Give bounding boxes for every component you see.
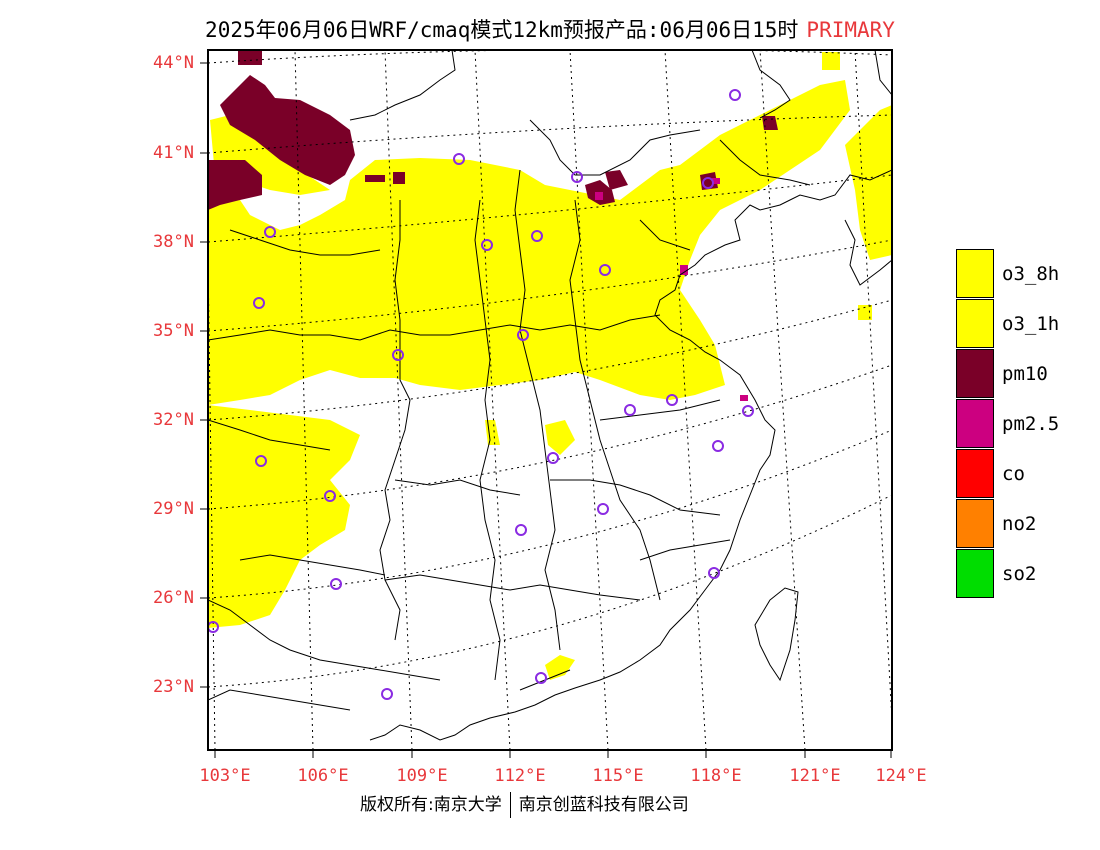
- coastline: [349, 50, 892, 741]
- station-marker: [547, 452, 559, 464]
- pm10-region-small-2: [393, 172, 405, 184]
- province-boundaries: [208, 119, 811, 711]
- pm10-region-hebei-2: [605, 170, 628, 190]
- map-frame: [207, 49, 893, 751]
- station-marker: [324, 490, 336, 502]
- o3-region-top: [822, 52, 840, 70]
- pm25-regions: [595, 178, 748, 401]
- legend-swatch: [956, 299, 994, 348]
- legend-item-so2: so2: [956, 549, 1100, 599]
- o3-region-northeast: [845, 105, 892, 260]
- pollutant-legend: o3_8h o3_1h pm10 pm2.5 co no2 so2: [956, 249, 1100, 599]
- pm10-region-small-1: [365, 175, 385, 182]
- legend-label: o3_8h: [1002, 263, 1060, 285]
- primary-label: PRIMARY: [806, 18, 895, 42]
- station-marker: [531, 230, 543, 242]
- lat-label-32: 32°N: [153, 410, 194, 430]
- legend-label: pm2.5: [1002, 413, 1060, 435]
- station-marker: [255, 455, 267, 467]
- station-marker: [253, 297, 265, 309]
- copyright-left: 版权所有:南京大学: [360, 795, 502, 815]
- axis-ticks: [200, 62, 892, 758]
- pm25-region-4: [712, 178, 720, 184]
- lat-label-26: 26°N: [153, 588, 194, 608]
- legend-item-no2: no2: [956, 499, 1100, 549]
- lon-label-103: 103°E: [199, 766, 251, 786]
- legend-swatch: [956, 399, 994, 448]
- copyright-separator: [509, 792, 511, 818]
- map-title: 2025年06月06日WRF/cmaq模式12km预报产品:06月06日15时 P…: [0, 14, 1100, 44]
- legend-item-o3-1h: o3_1h: [956, 299, 1100, 349]
- copyright-right: 南京创蓝科技有限公司: [518, 795, 689, 815]
- legend-swatch: [956, 499, 994, 548]
- station-marker: [666, 394, 678, 406]
- title-text: 2025年06月06日WRF/cmaq模式12km预报产品:06月06日15时: [205, 18, 799, 42]
- pm25-region-1: [595, 192, 603, 200]
- station-marker: [330, 578, 342, 590]
- legend-label: so2: [1002, 563, 1037, 585]
- station-marker: [702, 177, 714, 189]
- station-marker: [381, 688, 393, 700]
- station-marker: [742, 405, 754, 417]
- lon-label-109: 109°E: [396, 766, 448, 786]
- legend-label: co: [1002, 463, 1025, 485]
- legend-label: pm10: [1002, 363, 1048, 385]
- legend-label: no2: [1002, 513, 1037, 535]
- station-marker: [208, 621, 219, 633]
- station-marker: [481, 239, 493, 251]
- lon-label-115: 115°E: [592, 766, 644, 786]
- pm25-region-2: [680, 265, 688, 275]
- legend-label: o3_1h: [1002, 313, 1060, 335]
- station-marker: [597, 503, 609, 515]
- station-marker: [599, 264, 611, 276]
- lon-label-121: 121°E: [789, 766, 841, 786]
- lon-label-106: 106°E: [297, 766, 349, 786]
- station-marker: [708, 567, 720, 579]
- o3-region-shanghai: [858, 305, 872, 320]
- station-marker: [264, 226, 276, 238]
- legend-swatch: [956, 349, 994, 398]
- lat-label-29: 29°N: [153, 499, 194, 519]
- o3-regions: [208, 52, 892, 680]
- pm10-regions: [208, 50, 778, 210]
- copyright: 版权所有:南京大学 南京创蓝科技有限公司: [360, 790, 689, 818]
- o3-region-central-1: [545, 420, 575, 455]
- station-marker: [712, 440, 724, 452]
- o3-region-central-2: [485, 420, 500, 445]
- o3-region-sichuan: [208, 405, 360, 628]
- lat-label-35: 35°N: [153, 321, 194, 341]
- lat-label-38: 38°N: [153, 232, 194, 252]
- legend-item-co: co: [956, 449, 1100, 499]
- lon-label-124: 124°E: [875, 766, 927, 786]
- station-marker: [453, 153, 465, 165]
- station-marker: [392, 349, 404, 361]
- legend-item-pm10: pm10: [956, 349, 1100, 399]
- legend-item-pm25: pm2.5: [956, 399, 1100, 449]
- lat-label-41: 41°N: [153, 143, 194, 163]
- lon-label-118: 118°E: [690, 766, 742, 786]
- station-marker: [729, 89, 741, 101]
- station-marker: [517, 329, 529, 341]
- pm10-region-west: [208, 160, 262, 210]
- lat-label-44: 44°N: [153, 53, 194, 73]
- legend-swatch: [956, 449, 994, 498]
- station-marker: [535, 672, 547, 684]
- legend-swatch: [956, 549, 994, 598]
- graticule: [208, 50, 892, 750]
- station-marker: [515, 524, 527, 536]
- lat-label-23: 23°N: [153, 677, 194, 697]
- station-marker: [624, 404, 636, 416]
- legend-swatch: [956, 249, 994, 298]
- station-markers: [208, 89, 754, 700]
- o3-region-south: [545, 655, 575, 680]
- o3-region-north: [208, 80, 850, 405]
- pm10-region-top: [238, 50, 262, 65]
- pm10-region-inner-mongolia: [220, 75, 355, 185]
- legend-item-o3-8h: o3_8h: [956, 249, 1100, 299]
- lon-label-112: 112°E: [494, 766, 546, 786]
- station-marker: [571, 171, 583, 183]
- pm25-region-3: [740, 395, 748, 401]
